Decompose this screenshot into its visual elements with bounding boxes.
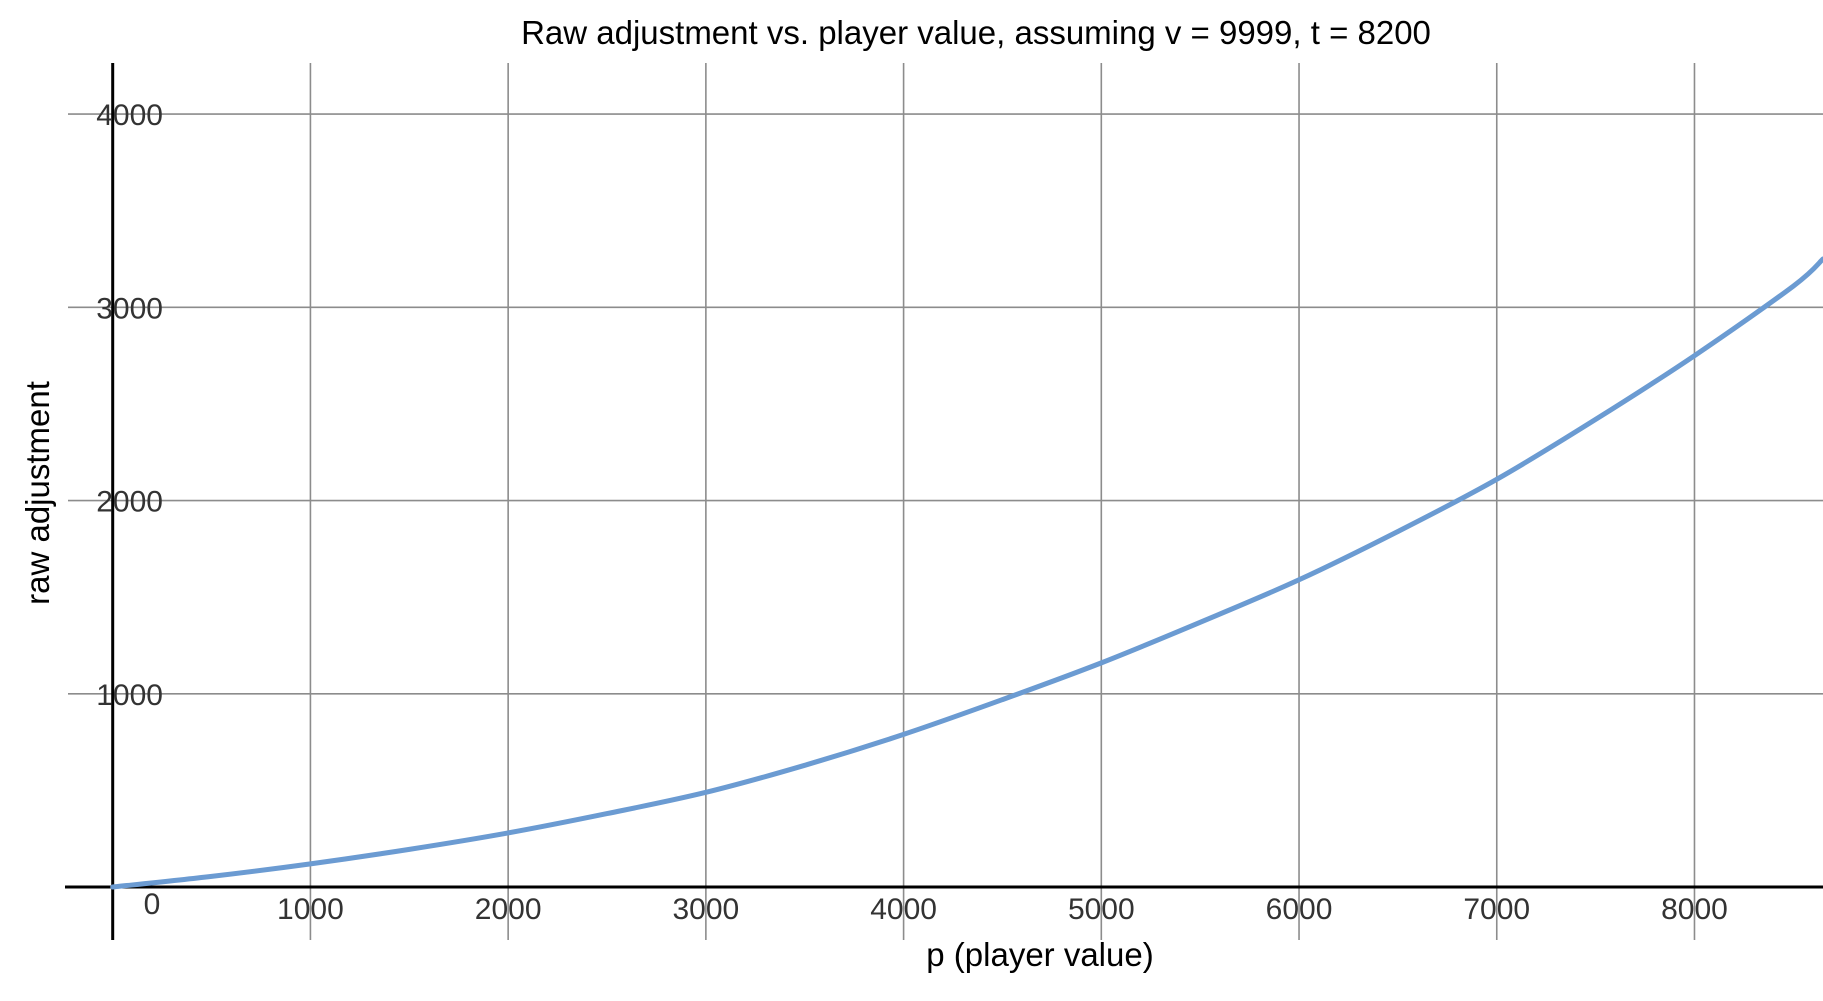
x-tick-label: 5000 (1068, 893, 1135, 926)
chart-title: Raw adjustment vs. player value, assumin… (521, 14, 1431, 51)
x-tick-label: 6000 (1266, 893, 1333, 926)
x-tick-label: 4000 (870, 893, 937, 926)
origin-label: 0 (144, 888, 161, 921)
x-tick-label: 7000 (1463, 893, 1530, 926)
x-tick-label: 1000 (277, 893, 344, 926)
y-tick-label: 2000 (96, 486, 163, 519)
grid (68, 63, 1823, 940)
series-layer (110, 256, 1823, 890)
y-tick-label: 1000 (96, 679, 163, 712)
axes (65, 63, 1823, 940)
x-tick-label: 2000 (475, 893, 542, 926)
tick-labels: 1000 2000 3000 4000 5000 6000 7000 8000 1000 2000… (96, 99, 1728, 926)
x-axis-label: p (player value) (926, 936, 1153, 973)
y-tick-label: 4000 (96, 99, 163, 132)
y-axis-label: raw adjustment (19, 381, 56, 605)
y-tick-label: 3000 (96, 292, 163, 325)
x-tick-label: 3000 (672, 893, 739, 926)
series-line (110, 256, 1823, 890)
x-tick-label: 8000 (1661, 893, 1728, 926)
